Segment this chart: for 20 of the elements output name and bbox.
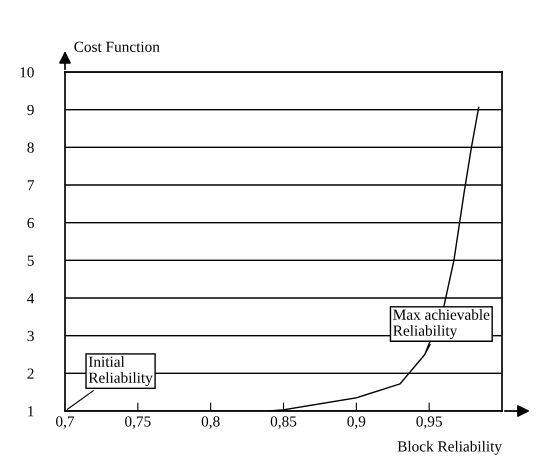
y-tick-label: 10 — [20, 67, 34, 78]
annotation: Max achievable Reliability — [393, 309, 490, 339]
y-tick-label: 1 — [28, 406, 34, 416]
y-tick-label: 3 — [28, 330, 34, 342]
y-tick-label: 6 — [27, 218, 34, 228]
x-tick-label: 0,95 — [416, 416, 442, 429]
y-tick-label: 2 — [27, 368, 34, 379]
x-tick-label: 0,75 — [125, 416, 151, 429]
y-tick-label: 8 — [27, 142, 34, 153]
x-axis-title: Block Reliability — [398, 440, 502, 455]
x-tick-label: 0,85 — [270, 416, 296, 429]
y-tick-label: 4 — [27, 293, 34, 304]
y-tick-label: 9 — [27, 104, 34, 116]
y-tick-label: 7 — [28, 180, 34, 190]
y-tick-label: 5 — [28, 256, 34, 266]
x-tick-label: 0,8 — [202, 416, 220, 429]
annotation: Initial Reliability — [88, 356, 153, 386]
x-tick-label: 0,7 — [56, 416, 74, 429]
y-axis-title: Cost Function — [74, 42, 160, 52]
x-tick-label: 0,9 — [347, 416, 366, 429]
